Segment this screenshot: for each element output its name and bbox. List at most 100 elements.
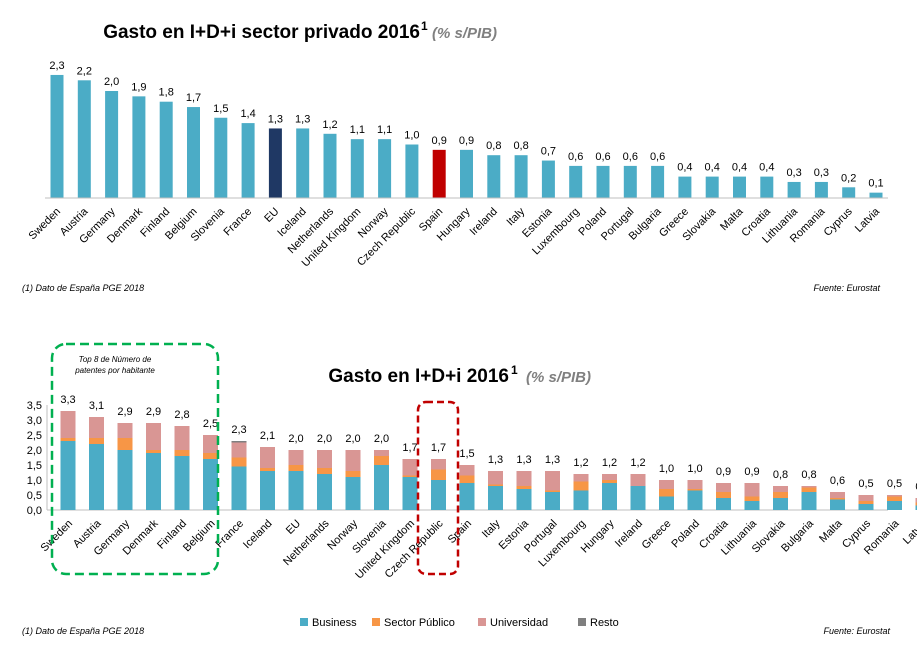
bottom-bar-sweden-sector-p-blico	[60, 438, 76, 441]
bottom-bar-belgium-sector-p-blico	[203, 453, 218, 459]
bottom-value-label-greece: 1,0	[659, 463, 674, 475]
top-value-label-portugal: 0,6	[623, 151, 638, 163]
top-value-label-luxembourg: 0,6	[568, 151, 583, 163]
bottom-value-label-norway: 2,0	[345, 433, 360, 445]
top-bar-latvia	[869, 192, 883, 198]
bottom-chart-bars	[60, 411, 917, 510]
top-value-label-belgium: 1,7	[186, 92, 201, 104]
bottom-value-label-sweden: 3,3	[60, 394, 75, 406]
bottom-bar-eu-sector-p-blico	[288, 465, 304, 471]
top-bar-cyprus	[842, 187, 856, 198]
bottom-bar-estonia-sector-p-blico	[516, 486, 532, 489]
bottom-bar-eu-universidad	[288, 450, 304, 465]
bottom-bar-united-kingdom-business	[402, 477, 418, 510]
bottom-bar-austria-sector-p-blico	[89, 438, 104, 444]
patent-box-line2: patentes por habitante	[74, 366, 155, 375]
bottom-bar-netherlands-universidad	[317, 450, 332, 468]
top-value-label-malta: 0,4	[732, 162, 747, 174]
top-bar-spain	[432, 149, 446, 198]
bottom-bar-spain-universidad	[459, 465, 475, 476]
top-value-label-finland: 1,8	[159, 87, 174, 99]
bottom-bar-estonia-universidad	[516, 471, 532, 486]
bottom-bar-croatia-universidad	[716, 483, 731, 492]
bottom-value-label-luxembourg: 1,2	[573, 457, 588, 469]
bottom-bar-united-kingdom-sector-p-blico	[402, 475, 418, 477]
bottom-category-label-latvia: Latvia	[901, 517, 917, 547]
bottom-bar-malta-business	[830, 499, 845, 510]
bottom-bar-ireland-business	[630, 486, 646, 510]
bottom-value-label-ireland: 1,2	[630, 457, 645, 469]
bottom-bar-iceland-universidad	[260, 447, 275, 468]
bottom-bar-cyprus-universidad	[858, 495, 874, 501]
bottom-bar-italy-business	[488, 486, 503, 510]
top-value-label-slovenia: 1,5	[213, 103, 228, 115]
top-category-label-latvia: Latvia	[853, 205, 883, 235]
bottom-chart-units: (% s/PIB)	[526, 369, 591, 386]
bottom-value-label-netherlands: 2,0	[317, 433, 332, 445]
bottom-bar-latvia-universidad	[915, 498, 917, 503]
top-chart-title-sup: 1	[421, 19, 428, 33]
top-bar-norway	[378, 139, 392, 198]
top-bar-denmark	[132, 96, 146, 198]
bottom-bar-eu-business	[288, 471, 304, 510]
top-bar-portugal	[623, 165, 637, 198]
bottom-bar-slovakia-business	[773, 498, 788, 510]
bottom-bar-spain-sector-p-blico	[459, 475, 475, 483]
bottom-bar-iceland-sector-p-blico	[260, 468, 275, 471]
top-bar-italy	[514, 155, 528, 198]
top-category-label-italy: Italy	[504, 205, 527, 228]
top-value-label-norway: 1,1	[377, 124, 392, 136]
bottom-chart-legend: Business Sector Público Universidad Resto	[300, 617, 619, 629]
bottom-bar-czech-republic-business	[431, 480, 446, 510]
top-bar-czech-republic	[405, 144, 419, 198]
top-chart-units: (% s/PIB)	[432, 25, 497, 42]
legend-label-resto: Resto	[590, 617, 619, 629]
bottom-bar-lithuania-business	[744, 501, 760, 510]
top-bar-sweden	[50, 74, 64, 198]
bottom-bar-malta-universidad	[830, 492, 845, 498]
bottom-value-label-france: 2,3	[231, 424, 246, 436]
bottom-bar-latvia-business	[915, 505, 917, 510]
bottom-value-label-iceland: 2,1	[260, 430, 275, 442]
bottom-value-label-germany: 2,9	[117, 406, 132, 418]
top-value-label-czech-republic: 1,0	[404, 130, 419, 142]
bottom-value-label-belgium: 2,5	[203, 418, 218, 430]
top-bar-poland	[596, 165, 610, 198]
top-bar-slovenia	[214, 117, 228, 198]
bottom-bar-greece-universidad	[659, 480, 674, 489]
bottom-bar-finland-sector-p-blico	[174, 450, 190, 456]
bottom-bar-slovenia-universidad	[374, 450, 389, 456]
bottom-bar-netherlands-sector-p-blico	[317, 468, 332, 474]
top-bar-luxembourg	[569, 165, 583, 198]
top-bar-slovakia	[705, 176, 719, 198]
bottom-value-label-croatia: 0,9	[716, 466, 731, 478]
top-value-label-romania: 0,3	[814, 167, 829, 179]
bottom-bar-poland-sector-p-blico	[687, 489, 703, 491]
bottom-bar-cyprus-business	[858, 504, 874, 510]
top-value-label-cyprus: 0,2	[841, 172, 856, 184]
top-bar-united-kingdom	[350, 139, 364, 198]
bottom-bar-cyprus-sector-p-blico	[858, 501, 874, 504]
top-value-label-hungary: 0,9	[459, 135, 474, 147]
top-bar-bulgaria	[651, 165, 665, 198]
bottom-chart-source: Fuente: Eurostat	[823, 626, 890, 636]
bottom-bar-luxembourg-business	[573, 490, 589, 510]
bottom-bar-denmark-sector-p-blico	[146, 450, 161, 453]
bottom-category-label-belgium: Belgium	[181, 518, 218, 555]
legend-swatch-sector-p-blico	[372, 618, 380, 626]
bottom-bar-germany-sector-p-blico	[117, 438, 133, 450]
bottom-bar-belgium-business	[203, 459, 218, 510]
bottom-value-label-romania: 0,5	[887, 478, 902, 490]
top-value-label-denmark: 1,9	[131, 81, 146, 93]
bottom-bar-iceland-business	[260, 471, 275, 510]
top-bar-iceland	[296, 128, 310, 198]
bottom-bar-italy-sector-p-blico	[488, 484, 503, 486]
bottom-bar-spain-business	[459, 483, 475, 510]
legend-label-sector-p-blico: Sector Público	[384, 617, 455, 629]
bottom-bar-italy-universidad	[488, 471, 503, 485]
bottom-bar-croatia-business	[716, 498, 731, 510]
top-value-label-eu: 1,3	[268, 113, 283, 125]
bottom-bar-france-resto	[231, 441, 247, 443]
bottom-bar-austria-universidad	[89, 417, 104, 438]
bottom-bar-sweden-universidad	[60, 411, 76, 438]
